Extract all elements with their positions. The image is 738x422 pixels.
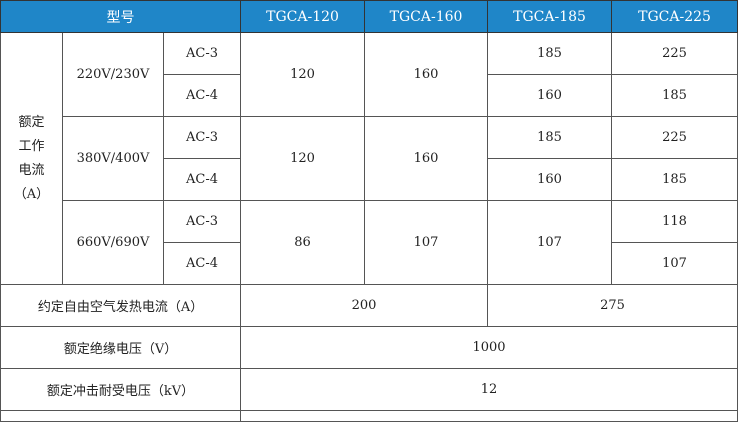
value-cell: 120 [240,32,366,117]
value-cell: 120 [240,116,366,201]
value-cell: 1000 [240,326,738,369]
table-row: 380V/400V AC-3 120 160 185 225 [1,116,738,201]
category-cell: AC-3 [162,32,242,75]
table-row: AC-4 160 185 [1,74,738,117]
value-cell: 118 [611,200,738,243]
value-cell: 107 [364,200,489,285]
value-cell: 275 [487,284,738,327]
label-line: 电流 [18,162,45,178]
model-col: TGCA-225 [611,0,738,33]
category-cell: AC-4 [162,158,242,201]
voltage-cell: 660V/690V [62,200,164,285]
value-cell: 86 [240,200,366,285]
label-line: （A） [13,186,50,202]
table-row: AC-4 107 [1,242,738,285]
table-row: 额定绝缘电压（V） 1000 [0,326,738,369]
voltage-cell: 220V/230V [62,32,164,117]
value-cell: 185 [487,32,613,75]
model-col: TGCA-120 [240,0,366,33]
header-row: 型号 TGCA-120 TGCA-160 TGCA-185 TGCA-225 [0,0,738,33]
label-line: 额定 [18,114,45,130]
model-col: TGCA-160 [364,0,489,33]
insulation-voltage-label: 额定绝缘电压（V） [0,326,242,369]
value-cell: 12 [240,368,738,411]
value-cell: 225 [611,32,738,75]
table-row: 约定自由空气发热电流（A） 200 275 [0,284,738,327]
table-row: 额定冲击耐受电压（kV） 12 [0,368,738,411]
model-header: 型号 [0,0,242,33]
value-cell: 185 [611,74,738,117]
empty-cell [240,410,738,422]
category-cell: AC-3 [162,200,242,243]
table-row: 额定 工作 电流 （A） 220V/230V AC-3 120 160 185 … [0,32,738,285]
value-cell: 160 [364,116,489,201]
voltage-cell: 380V/400V [62,116,164,201]
value-cell: 107 [487,200,613,285]
thermal-current-label: 约定自由空气发热电流（A） [0,284,242,327]
value-cell: 185 [611,158,738,201]
value-cell: 107 [611,242,738,285]
value-cell: 185 [487,116,613,159]
label-line: 工作 [18,138,45,154]
impulse-voltage-label: 额定冲击耐受电压（kV） [0,368,242,411]
table-row: AC-4 160 185 [1,158,738,201]
value-cell: 160 [487,158,613,201]
value-cell: 200 [240,284,489,327]
model-col: TGCA-185 [487,0,613,33]
value-cell: 160 [364,32,489,117]
empty-cell [0,410,242,422]
category-cell: AC-4 [162,74,242,117]
table-row: 660V/690V AC-3 86 107 107 118 [1,200,738,285]
value-cell: 160 [487,74,613,117]
rated-current-label: 额定 工作 电流 （A） [0,32,63,285]
category-cell: AC-4 [162,242,242,285]
category-cell: AC-3 [162,116,242,159]
table-row [0,410,738,422]
value-cell: 225 [611,116,738,159]
